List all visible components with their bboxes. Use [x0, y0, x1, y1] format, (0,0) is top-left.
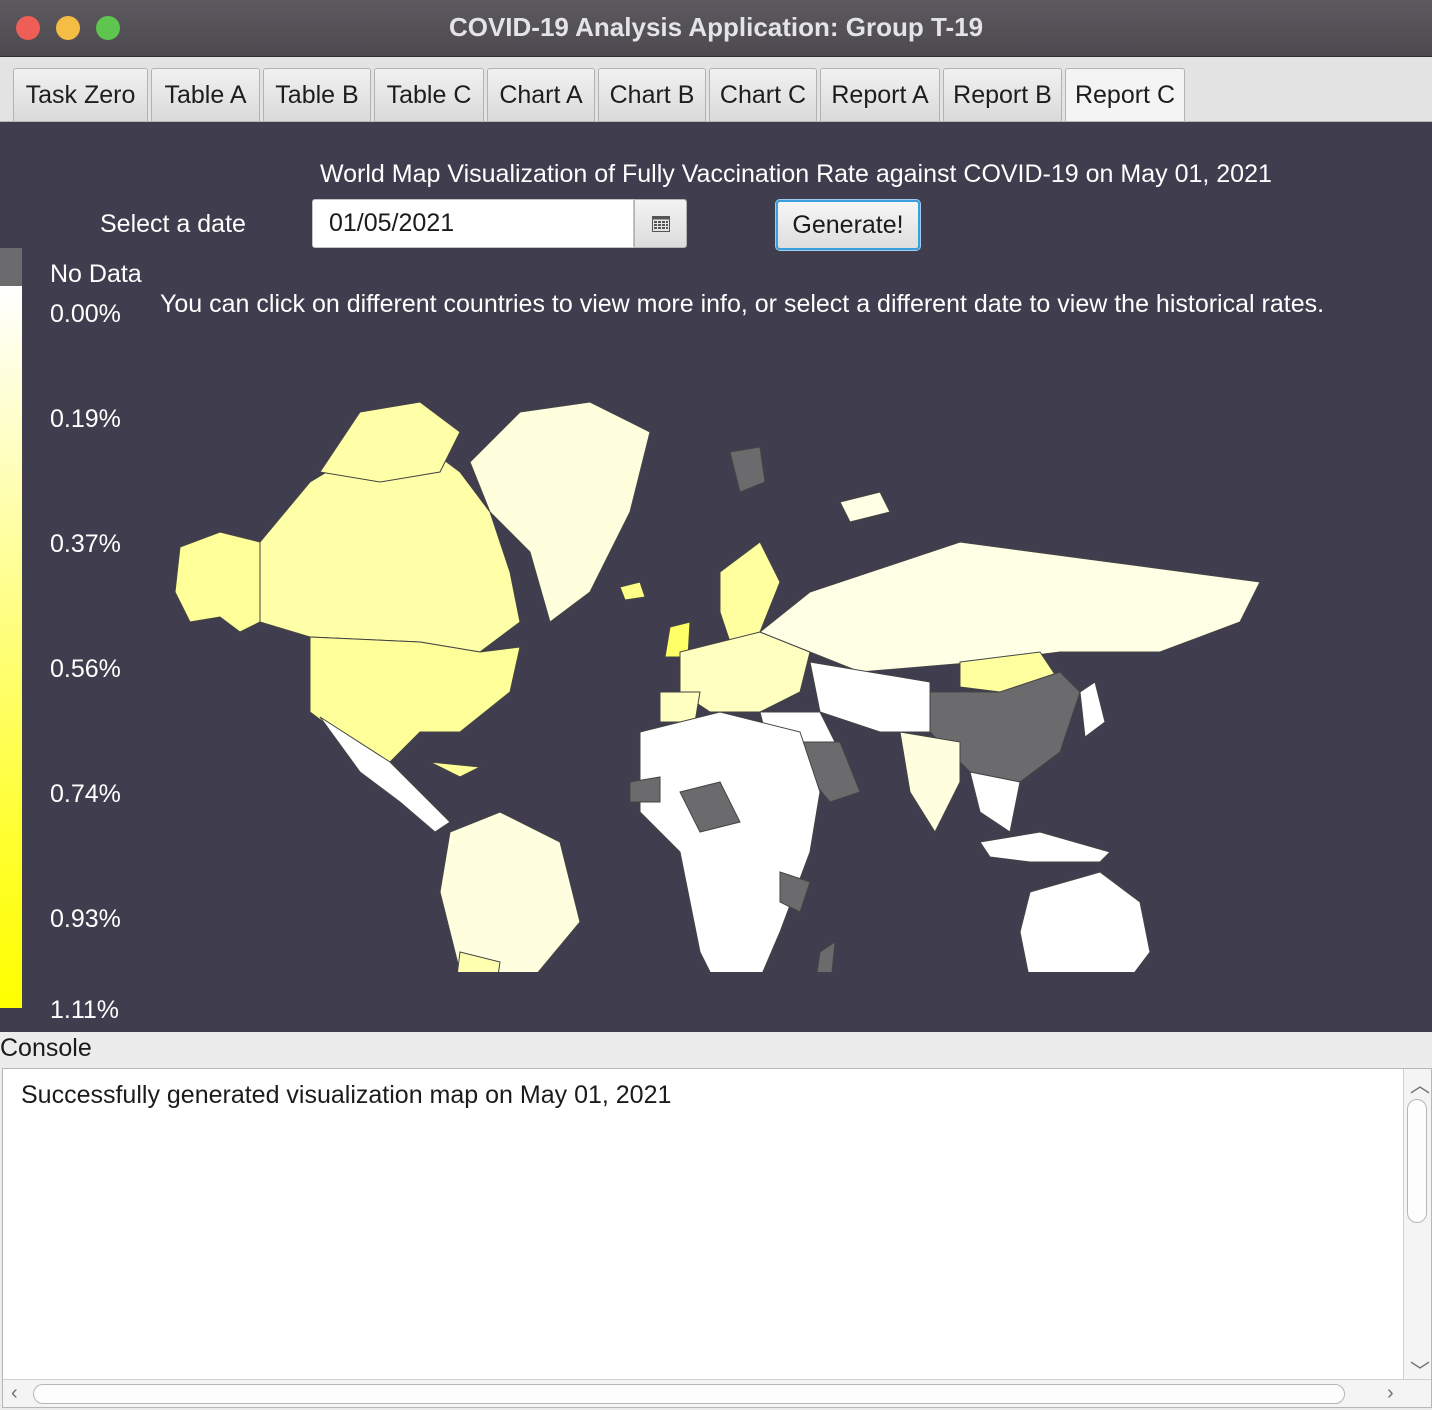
country-tanzania — [779, 871, 811, 913]
country-indonesia — [979, 831, 1111, 863]
country-southeast-asia — [969, 771, 1021, 833]
country-madagascar — [816, 940, 836, 972]
country-western-sahara — [629, 776, 661, 803]
country-russia — [759, 541, 1261, 673]
horizontal-scrollbar[interactable]: ‹ › — [3, 1379, 1431, 1407]
console-textarea[interactable]: Successfully generated visualization map… — [2, 1068, 1432, 1408]
console-label: Console — [0, 1034, 92, 1062]
country-india — [899, 731, 961, 834]
date-picker-button[interactable] — [634, 199, 687, 248]
map-hint: You can click on different countries to … — [160, 290, 1325, 318]
country-nigeria — [679, 781, 741, 833]
scroll-down-icon[interactable]: ﹀ — [1410, 1361, 1430, 1383]
country-iceland — [619, 581, 646, 601]
legend-stop-label: 0.74% — [50, 780, 121, 808]
country-caribbean — [429, 761, 482, 778]
vertical-scroll-thumb[interactable] — [1407, 1099, 1427, 1223]
generate-button[interactable]: Generate! — [776, 200, 920, 250]
country-australia — [1019, 871, 1151, 972]
minimize-window-button[interactable] — [56, 16, 80, 40]
tab-report-c[interactable]: Report C — [1065, 68, 1185, 121]
world-map[interactable] — [160, 392, 1300, 972]
tab-chart-b[interactable]: Chart B — [598, 68, 706, 121]
calendar-icon — [651, 215, 670, 232]
vertical-scrollbar[interactable]: ︿ ﹀ — [1403, 1069, 1431, 1383]
country-africa — [639, 711, 821, 972]
legend-stop-label: 0.19% — [50, 405, 121, 433]
country-canada-islands — [319, 401, 461, 483]
date-label: Select a date — [100, 210, 246, 238]
country-japan — [1079, 681, 1106, 738]
country-spain — [659, 691, 701, 723]
country-argentina — [456, 951, 501, 972]
country-greenland — [469, 401, 651, 623]
window-title: COVID-19 Analysis Application: Group T-1… — [448, 12, 984, 42]
country-central-asia — [809, 661, 931, 733]
country-brazil — [439, 811, 581, 972]
legend-gradient-bar — [0, 286, 22, 1008]
country-mexico — [319, 716, 451, 833]
title-bar: COVID-19 Analysis Application: Group T-1… — [0, 0, 1432, 57]
legend-stop-label: 0.37% — [50, 530, 121, 558]
tab-table-b[interactable]: Table B — [263, 68, 371, 121]
tab-chart-a[interactable]: Chart A — [487, 68, 595, 121]
country-svalbard — [729, 446, 766, 493]
legend-no-data-swatch — [0, 248, 22, 286]
tab-table-a[interactable]: Table A — [151, 68, 260, 121]
tab-report-b[interactable]: Report B — [943, 68, 1062, 121]
country-russia-islands — [839, 491, 891, 523]
close-window-button[interactable] — [16, 16, 40, 40]
country-alaska — [174, 531, 261, 633]
tab-chart-c[interactable]: Chart C — [709, 68, 817, 121]
scroll-left-icon[interactable]: ‹ — [11, 1382, 18, 1404]
console-text: Successfully generated visualization map… — [21, 1081, 672, 1109]
legend-stop-label: 1.11% — [50, 996, 120, 1024]
report-panel: World Map Visualization of Fully Vaccina… — [0, 122, 1432, 1032]
tab-bar: Task Zero Table A Table B Table C Chart … — [0, 57, 1432, 122]
horizontal-scroll-thumb[interactable] — [33, 1384, 1345, 1404]
legend-no-data-label: No Data — [50, 260, 142, 288]
tab-report-a[interactable]: Report A — [820, 68, 940, 121]
tab-task-zero[interactable]: Task Zero — [13, 68, 148, 121]
scroll-up-icon[interactable]: ︿ — [1410, 1075, 1430, 1097]
tab-table-c[interactable]: Table C — [374, 68, 484, 121]
legend-stop-label: 0.00% — [50, 300, 121, 328]
legend-stop-label: 0.56% — [50, 655, 121, 683]
maximize-window-button[interactable] — [96, 16, 120, 40]
scroll-right-icon[interactable]: › — [1387, 1382, 1394, 1404]
date-input[interactable]: 01/05/2021 — [312, 199, 634, 248]
legend-stop-label: 0.93% — [50, 905, 121, 933]
map-heading: World Map Visualization of Fully Vaccina… — [320, 160, 1272, 188]
